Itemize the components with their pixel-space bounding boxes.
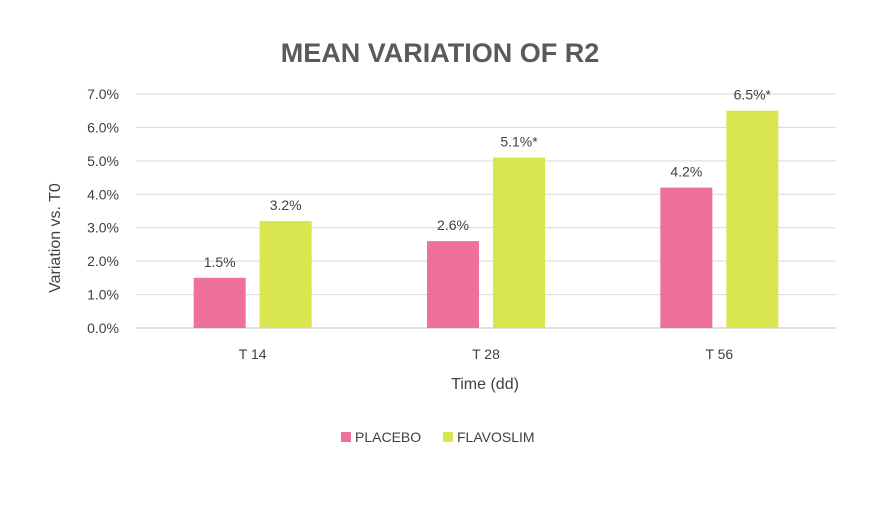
y-tick-label: 5.0% (87, 153, 119, 169)
y-axis-ticks: 0.0% 1.0% 2.0% 3.0% 4.0% 5.0% 6.0% 7.0% (87, 86, 119, 336)
bar-placebo-t56 (660, 187, 713, 328)
data-label: 5.1%* (500, 134, 538, 150)
x-tick-label: T 56 (705, 346, 733, 362)
gridlines (136, 93, 836, 329)
bar-placebo-t28 (427, 241, 479, 328)
y-tick-label: 7.0% (87, 86, 119, 102)
legend-swatch-flavoslim (443, 432, 453, 442)
legend-label-placebo: PLACEBO (355, 429, 421, 445)
bar-flavoslim-t56 (726, 110, 779, 328)
y-tick-label: 3.0% (87, 220, 119, 236)
x-tick-label: T 28 (472, 346, 500, 362)
y-tick-label: 6.0% (87, 119, 119, 135)
legend-swatch-placebo (341, 432, 351, 442)
legend: PLACEBO FLAVOSLIM (341, 429, 535, 445)
x-axis-title: Time (dd) (451, 376, 519, 393)
y-tick-label: 2.0% (87, 253, 119, 269)
data-label: 6.5%* (734, 87, 772, 103)
bar-flavoslim-t14 (259, 221, 312, 328)
y-tick-label: 4.0% (87, 186, 119, 202)
x-axis-ticks: T 14 T 28 T 56 (239, 346, 734, 362)
data-label: 4.2% (670, 164, 702, 180)
chart-title: MEAN VARIATION OF R2 (281, 38, 600, 68)
data-labels: 1.5% 3.2% 2.6% 5.1%* 4.2% 6.5%* (204, 87, 772, 270)
bar-flavoslim-t28 (493, 157, 545, 328)
y-axis-title: Variation vs. T0 (47, 183, 64, 293)
y-tick-label: 1.0% (87, 287, 119, 303)
bars (193, 110, 779, 328)
data-label: 2.6% (437, 217, 469, 233)
y-tick-label: 0.0% (87, 320, 119, 336)
data-label: 1.5% (204, 254, 236, 270)
bar-placebo-t14 (193, 277, 246, 328)
data-label: 3.2% (270, 197, 302, 213)
x-tick-label: T 14 (239, 346, 267, 362)
legend-label-flavoslim: FLAVOSLIM (457, 429, 535, 445)
